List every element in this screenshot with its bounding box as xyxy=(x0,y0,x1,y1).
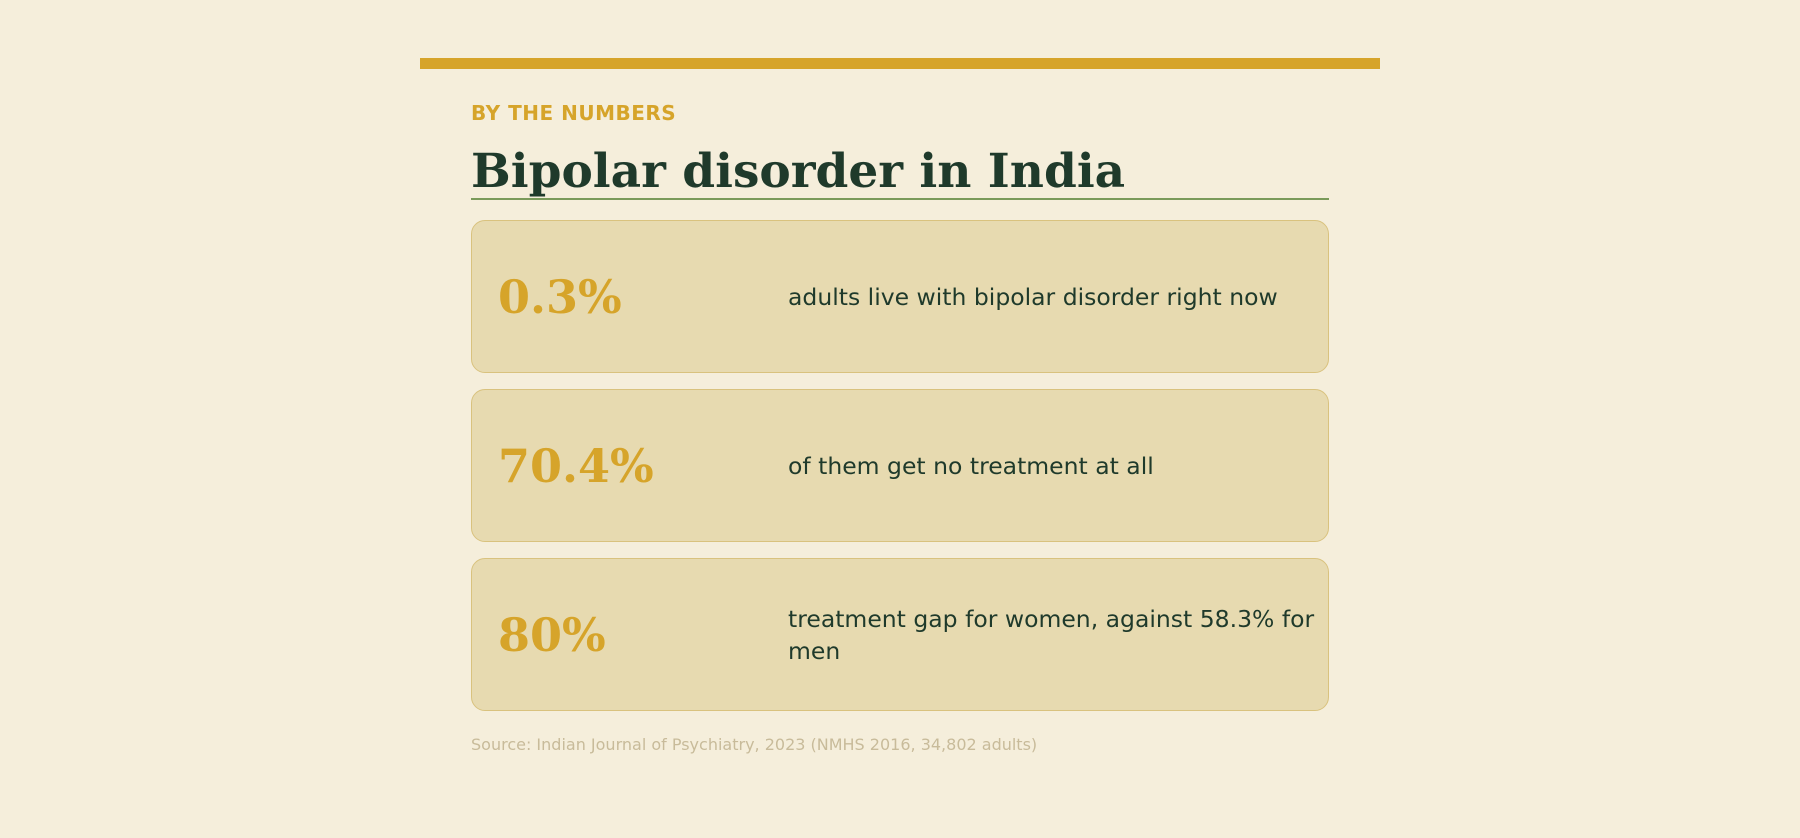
stat-card-prevalence: 0.3% adults live with bipolar disorder r… xyxy=(471,220,1329,373)
stat-card-gender-gap: 80% treatment gap for women, against 58.… xyxy=(471,558,1329,711)
accent-bar xyxy=(420,58,1380,69)
title-divider xyxy=(471,198,1329,200)
source-note: Source: Indian Journal of Psychiatry, 20… xyxy=(471,735,1038,754)
stat-card-untreated: 70.4% of them get no treatment at all xyxy=(471,389,1329,542)
stat-description: of them get no treatment at all xyxy=(788,451,1154,480)
stat-description: adults live with bipolar disorder right … xyxy=(788,282,1278,311)
page-title: Bipolar disorder in India xyxy=(471,144,1126,199)
stat-value: 70.4% xyxy=(498,438,654,493)
stat-value: 0.3% xyxy=(498,269,622,324)
stat-value: 80% xyxy=(498,607,606,662)
stat-description: treatment gap for women, against 58.3% f… xyxy=(788,604,1315,665)
eyebrow-label: BY THE NUMBERS xyxy=(471,101,677,125)
